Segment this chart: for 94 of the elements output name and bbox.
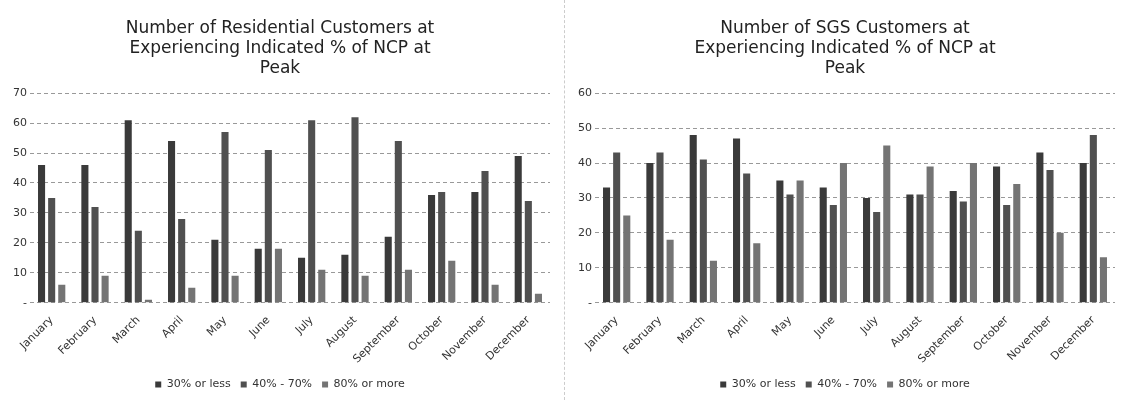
y-tick-label: 60	[578, 86, 592, 100]
bar	[168, 141, 176, 303]
bar	[188, 287, 196, 303]
bar	[101, 275, 109, 303]
bar	[709, 260, 717, 303]
bar	[1003, 204, 1011, 303]
bar	[689, 135, 697, 303]
bar	[1079, 163, 1087, 303]
bar	[1056, 232, 1064, 303]
y-tick-label: 50	[13, 145, 27, 159]
bar	[733, 138, 741, 303]
bar	[1013, 183, 1021, 303]
bar	[796, 180, 804, 303]
y-tick-label: 30	[578, 190, 592, 204]
bar	[448, 260, 456, 303]
bar	[699, 159, 707, 303]
legend-label: 30% or less	[731, 377, 796, 391]
bar	[656, 152, 664, 303]
bar	[753, 243, 761, 303]
bar	[211, 239, 219, 303]
bar	[1089, 135, 1097, 303]
bar	[491, 284, 499, 303]
bar	[81, 165, 89, 303]
bar	[514, 156, 522, 303]
bar	[916, 194, 924, 303]
y-tick-label: 40	[13, 175, 27, 189]
bar	[124, 120, 132, 303]
bar	[438, 191, 446, 303]
bar	[38, 165, 46, 303]
bar	[646, 163, 654, 303]
y-tick-label: 30	[13, 205, 27, 219]
bar	[231, 275, 239, 303]
y-tick-label: 60	[13, 115, 27, 129]
bar	[786, 194, 794, 303]
bar	[1099, 257, 1107, 303]
bar	[603, 187, 611, 303]
bar	[534, 293, 542, 303]
bar	[524, 200, 532, 303]
bar	[481, 171, 489, 303]
bar	[254, 248, 262, 303]
bar	[1046, 170, 1054, 303]
bar	[1036, 152, 1044, 303]
y-tick-label: 10	[578, 260, 592, 274]
bar	[993, 166, 1001, 303]
bar	[91, 206, 99, 303]
bar	[883, 145, 891, 303]
y-tick-label: 40	[578, 155, 592, 169]
bar	[58, 284, 66, 303]
y-tick-label: 50	[578, 120, 592, 134]
bar	[221, 132, 229, 303]
legend-label: 40% - 70%	[817, 377, 878, 391]
bar	[471, 191, 479, 303]
bar	[134, 230, 142, 303]
bar	[906, 194, 914, 303]
bar	[666, 239, 674, 303]
bar	[298, 257, 306, 303]
bar	[178, 218, 186, 303]
bar	[361, 275, 369, 303]
y-tick-label: -	[588, 295, 593, 309]
bar	[873, 211, 881, 303]
bar	[394, 141, 402, 303]
y-tick-label: -	[23, 295, 28, 309]
bar	[318, 269, 326, 303]
y-tick-label: 20	[578, 225, 592, 239]
bar	[613, 152, 621, 303]
bar	[308, 120, 316, 303]
chart-title: Number of SGS Customers at Experiencing Indicated % of NCP at Peak	[694, 16, 996, 78]
bar	[829, 204, 837, 303]
chart-title: Number of Residential Customers at Experiencing Indicated % of NCP at Peak	[125, 16, 435, 78]
bar	[819, 187, 827, 303]
y-tick-label: 20	[13, 235, 27, 249]
bar	[351, 117, 359, 303]
bar	[274, 248, 282, 303]
legend-label: 80% or more	[333, 377, 405, 391]
bar	[264, 150, 272, 303]
bar	[776, 180, 784, 303]
bar	[863, 197, 871, 303]
bar	[48, 197, 56, 303]
bar	[959, 201, 967, 303]
legend-label: 40% - 70%	[252, 377, 313, 391]
bar	[428, 194, 436, 303]
bar	[969, 163, 977, 303]
bar	[743, 173, 751, 303]
legend-label: 80% or more	[898, 377, 970, 391]
bar	[341, 254, 349, 303]
y-tick-label: 70	[13, 86, 27, 100]
legend-label: 30% or less	[166, 377, 231, 391]
bar	[926, 166, 934, 303]
bar	[384, 236, 392, 303]
bar	[839, 163, 847, 303]
y-tick-label: 10	[13, 265, 27, 279]
bar	[404, 269, 412, 303]
bar	[623, 215, 631, 303]
bar	[949, 190, 957, 303]
